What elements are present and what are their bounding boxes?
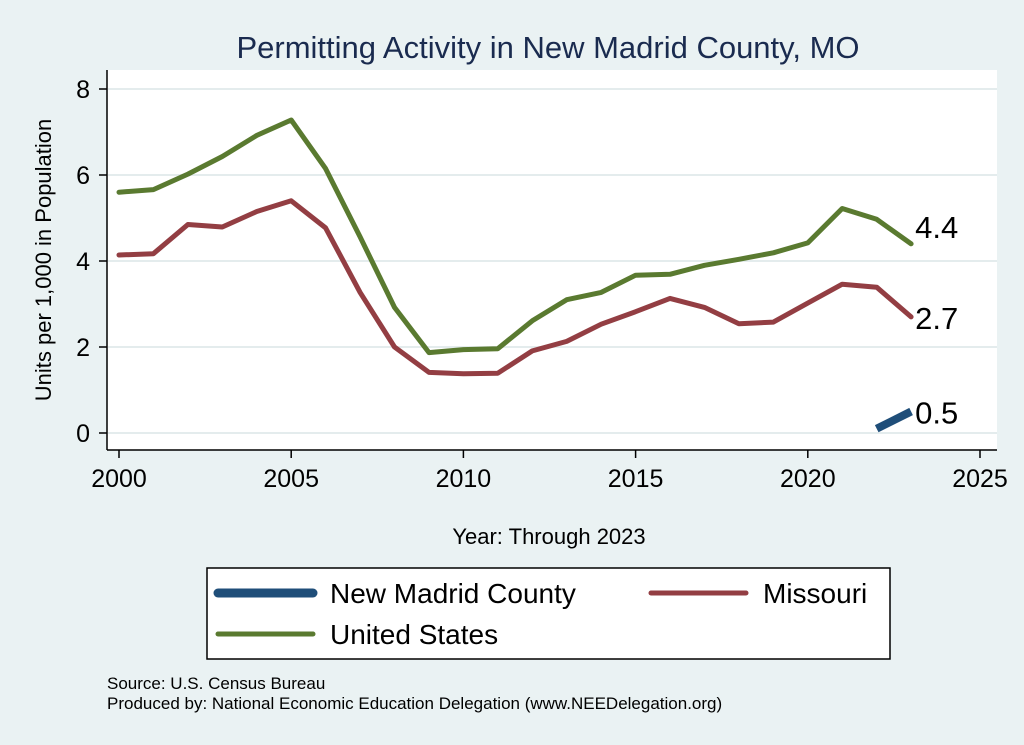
series-line-missouri — [116, 198, 914, 377]
x-tick-label: 2015 — [608, 465, 664, 493]
producer-note: Produced by: National Economic Education… — [107, 694, 722, 713]
x-tick-label: 2020 — [780, 465, 836, 493]
end-labels: 0.5 2.7 4.4 — [915, 210, 958, 431]
chart-title: Permitting Activity in New Madrid County… — [236, 30, 859, 65]
legend-entries: New Madrid County Missouri United States — [213, 578, 867, 650]
series-lines — [116, 117, 914, 433]
end-label: 2.7 — [915, 301, 958, 336]
y-axis-label: Units per 1,000 in Population — [31, 119, 56, 402]
y-tick-label: 2 — [76, 334, 90, 362]
end-label: 0.5 — [915, 396, 958, 431]
legend — [206, 567, 891, 660]
x-tick-label: 2010 — [436, 465, 492, 493]
x-ticks: 2000 2005 2010 2015 2020 2025 — [91, 450, 1008, 493]
x-tick-label: 2005 — [263, 465, 319, 493]
legend-label: Missouri — [763, 578, 867, 609]
y-tick-label: 0 — [76, 420, 90, 448]
x-tick-label: 2025 — [952, 465, 1008, 493]
y-tick-label: 8 — [76, 76, 90, 104]
y-tick-label: 6 — [76, 162, 90, 190]
legend-label: New Madrid County — [330, 578, 576, 609]
y-ticks: 0 2 4 6 8 — [76, 76, 107, 448]
legend-label: United States — [330, 619, 498, 650]
end-label: 4.4 — [915, 210, 958, 245]
series-line-new-madrid-county — [874, 407, 913, 433]
x-tick-label: 2000 — [91, 465, 147, 493]
y-tick-label: 4 — [76, 248, 90, 276]
series-line-united-states — [116, 117, 914, 356]
source-note: Source: U.S. Census Bureau — [107, 674, 325, 693]
x-axis-label: Year: Through 2023 — [452, 524, 645, 549]
